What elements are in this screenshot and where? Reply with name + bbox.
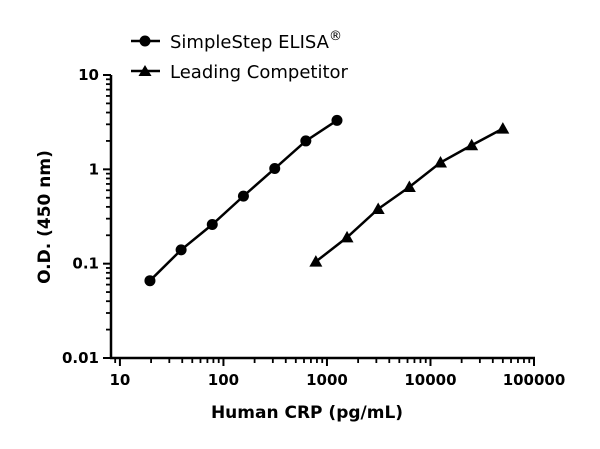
data-point-triangle xyxy=(465,138,479,151)
data-point-circle xyxy=(269,163,281,175)
axes: 10 100 1000 10000 100000 0.01 0.1 1 10 xyxy=(62,66,565,389)
y-tick-label: 10 xyxy=(78,66,99,84)
legend: SimpleStep ELISA® Leading Competitor xyxy=(131,29,349,83)
legend-label-simplestep: SimpleStep ELISA xyxy=(170,32,330,53)
x-tick-label: 10 xyxy=(109,371,130,389)
x-tick-label: 10000 xyxy=(404,371,456,389)
data-point-triangle xyxy=(434,156,448,168)
y-axis-label: O.D. (450 nm) xyxy=(35,150,55,284)
data-point-circle xyxy=(237,190,249,202)
x-axis-label: Human CRP (pg/mL) xyxy=(211,403,403,423)
legend-label-competitor: Leading Competitor xyxy=(170,62,349,83)
legend-triangle-marker xyxy=(138,65,152,76)
data-point-triangle xyxy=(309,255,323,267)
x-tick-label: 100 xyxy=(208,371,239,389)
plot-marks xyxy=(144,114,510,287)
data-point-circle xyxy=(300,135,312,147)
x-tick-label: 100000 xyxy=(503,371,566,389)
legend-circle-marker xyxy=(139,35,151,47)
legend-entry-simplestep: SimpleStep ELISA® xyxy=(131,29,342,53)
x-tick-label: 1000 xyxy=(306,371,348,389)
data-point-triangle xyxy=(402,180,416,192)
y-tick-label: 0.1 xyxy=(72,255,99,273)
data-point-triangle xyxy=(496,122,510,134)
y-tick-label: 1 xyxy=(89,160,99,178)
data-point-triangle xyxy=(371,202,385,214)
svg-text:SimpleStep ELISA®: SimpleStep ELISA® xyxy=(170,29,342,53)
data-point-circle xyxy=(206,219,218,231)
data-point-circle xyxy=(175,244,187,256)
y-tick-label: 0.01 xyxy=(62,349,99,367)
data-point-triangle xyxy=(340,230,354,243)
data-point-circle xyxy=(144,275,156,287)
legend-entry-competitor: Leading Competitor xyxy=(131,62,349,83)
data-point-circle xyxy=(331,114,343,126)
legend-label-superscript: ® xyxy=(329,29,342,44)
